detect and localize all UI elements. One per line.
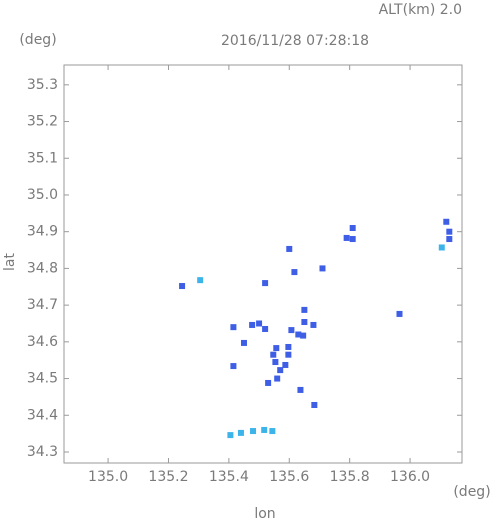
echo-cell: [349, 225, 356, 232]
y-tick-label: 34.4: [27, 407, 58, 423]
echo-cell: [197, 277, 204, 284]
echo-cell: [285, 351, 292, 358]
echo-cell: [288, 327, 295, 334]
echo-cell: [286, 245, 293, 252]
echo-cell: [230, 324, 237, 331]
echo-cell: [297, 386, 304, 393]
echo-cell: [262, 280, 269, 287]
echo-cell: [273, 345, 280, 352]
echo-cell: [265, 379, 272, 386]
echo-cell: [237, 429, 244, 436]
echo-cell: [446, 236, 453, 243]
x-tick-label: 135.4: [209, 469, 249, 485]
chart-subtitle: ALT(km) 2.0: [379, 2, 462, 18]
echo-cell: [285, 343, 292, 350]
echo-cell: [249, 321, 256, 328]
echo-cell: [343, 234, 350, 241]
echo-cell: [295, 331, 302, 338]
x-tick-label: 135.6: [269, 469, 309, 485]
y-tick-label: 35.2: [27, 114, 58, 130]
x-axis-label: lon: [254, 506, 275, 521]
y-tick-label: 34.5: [27, 371, 58, 387]
y-tick-label: 34.8: [27, 260, 58, 276]
y-tick-label: 35.0: [27, 187, 58, 203]
echo-cell: [256, 320, 263, 327]
echo-cell: [311, 401, 318, 408]
echo-cell: [262, 325, 269, 332]
echo-cell: [230, 363, 237, 370]
echo-cell: [261, 426, 268, 433]
y-tick-label: 34.6: [27, 334, 58, 350]
echo-cell: [179, 283, 186, 290]
chart-title: 2016/11/28 07:28:18: [221, 33, 369, 49]
echo-cell: [446, 228, 453, 235]
echo-cell: [274, 375, 281, 382]
echo-cell: [310, 321, 317, 328]
x-tick-label: 135.0: [88, 469, 128, 485]
echo-cell: [396, 310, 403, 317]
x-tick-label: 135.8: [330, 469, 370, 485]
echo-cell: [240, 339, 247, 346]
echo-cell: [301, 319, 308, 326]
echo-cell: [277, 367, 284, 374]
y-tick-label: 34.9: [27, 224, 58, 240]
echo-cell: [300, 332, 307, 339]
echo-cell: [269, 428, 276, 435]
echo-cell: [349, 236, 356, 243]
echo-cell: [438, 244, 445, 251]
echo-cell: [443, 218, 450, 225]
y-tick-label: 35.1: [27, 150, 58, 166]
y-tick-label: 34.3: [27, 444, 58, 460]
echo-cell: [319, 265, 326, 272]
x-unit: (deg): [453, 484, 490, 500]
x-tick-label: 135.2: [148, 469, 188, 485]
y-axis-label: lat: [2, 253, 18, 271]
echo-cell: [227, 432, 234, 439]
y-tick-label: 35.3: [27, 77, 58, 93]
echo-cell: [301, 306, 308, 313]
echo-cell: [250, 428, 257, 435]
echo-cell: [291, 269, 298, 276]
plot-frame: [63, 64, 463, 464]
y-tick-label: 34.7: [27, 297, 58, 313]
y-unit: (deg): [19, 32, 56, 48]
echo-cell: [270, 351, 277, 358]
x-tick-label: 136.0: [390, 469, 430, 485]
echo-cell: [272, 359, 279, 366]
echo-cell: [282, 361, 289, 368]
